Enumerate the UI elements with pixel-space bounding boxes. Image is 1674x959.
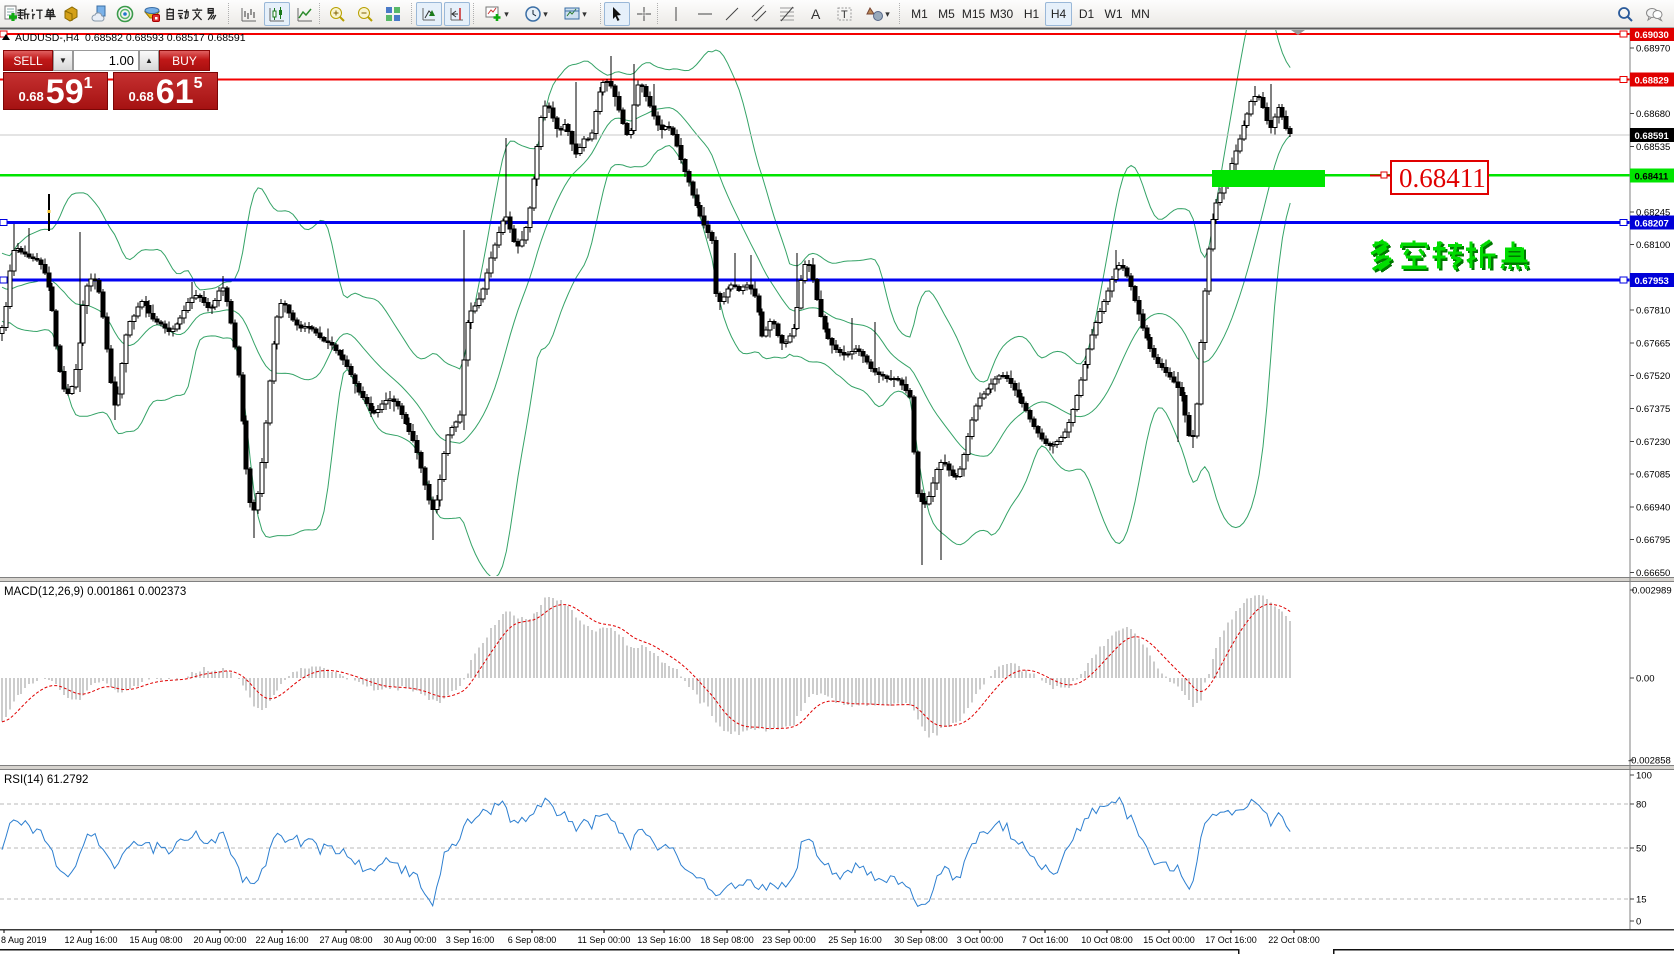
svg-text:0.68245: 0.68245: [1636, 207, 1670, 218]
svg-text:0.67810: 0.67810: [1636, 306, 1670, 317]
svg-text:8 Aug 2019: 8 Aug 2019: [1, 935, 47, 945]
svg-text:23 Sep 00:00: 23 Sep 00:00: [762, 935, 816, 945]
svg-text:3 Oct 00:00: 3 Oct 00:00: [957, 935, 1004, 945]
svg-text:0.68591: 0.68591: [1635, 131, 1670, 142]
svg-text:20 Aug 00:00: 20 Aug 00:00: [193, 935, 246, 945]
svg-text:18 Sep 08:00: 18 Sep 08:00: [700, 935, 754, 945]
svg-text:0.67665: 0.67665: [1636, 339, 1670, 350]
svg-text:AUDUSD-,H4 0.68582 0.68593 0.: AUDUSD-,H4 0.68582 0.68593 0.68517 0.685…: [15, 32, 246, 44]
svg-text:10 Oct 08:00: 10 Oct 08:00: [1081, 935, 1133, 945]
svg-text:0.68829: 0.68829: [1635, 76, 1669, 87]
svg-text:0.67520: 0.67520: [1636, 371, 1670, 382]
svg-text:15 Aug 08:00: 15 Aug 08:00: [129, 935, 182, 945]
svg-text:0.68100: 0.68100: [1636, 240, 1670, 251]
svg-text:0.67085: 0.67085: [1636, 470, 1670, 481]
svg-text:T: T: [841, 9, 848, 21]
svg-text:6 Sep 08:00: 6 Sep 08:00: [508, 935, 557, 945]
svg-text:27 Aug 08:00: 27 Aug 08:00: [319, 935, 372, 945]
svg-text:0.68970: 0.68970: [1636, 44, 1670, 55]
svg-text:A: A: [811, 6, 821, 22]
svg-text:0.69030: 0.69030: [1635, 30, 1669, 41]
svg-text:12 Aug 16:00: 12 Aug 16:00: [64, 935, 117, 945]
svg-text:15 Oct 00:00: 15 Oct 00:00: [1143, 935, 1195, 945]
svg-text:0.00: 0.00: [1636, 674, 1655, 685]
svg-text:0.68535: 0.68535: [1636, 142, 1670, 153]
svg-text:17 Oct 16:00: 17 Oct 16:00: [1205, 935, 1257, 945]
svg-text:22 Aug 16:00: 22 Aug 16:00: [255, 935, 308, 945]
svg-text:0.66650: 0.66650: [1636, 568, 1670, 579]
svg-text:13 Sep 16:00: 13 Sep 16:00: [637, 935, 691, 945]
svg-text:0.68207: 0.68207: [1635, 219, 1669, 230]
svg-text:0.002989: 0.002989: [1632, 586, 1672, 597]
svg-text:7 Oct 16:00: 7 Oct 16:00: [1022, 935, 1069, 945]
svg-text:RSI(14) 61.2792: RSI(14) 61.2792: [4, 774, 88, 786]
svg-text:15: 15: [1636, 895, 1647, 906]
svg-text:0.68680: 0.68680: [1636, 109, 1670, 120]
svg-text:0.68411: 0.68411: [1635, 171, 1670, 182]
svg-text:25 Sep 16:00: 25 Sep 16:00: [828, 935, 882, 945]
svg-text:0.67230: 0.67230: [1636, 437, 1670, 448]
svg-text:-0.002858: -0.002858: [1628, 756, 1671, 767]
svg-text:80: 80: [1636, 800, 1647, 811]
svg-text:30 Sep 08:00: 30 Sep 08:00: [894, 935, 948, 945]
svg-text:0.68411: 0.68411: [1399, 163, 1486, 193]
svg-text:22 Oct 08:00: 22 Oct 08:00: [1268, 935, 1320, 945]
svg-text:0: 0: [1636, 917, 1641, 928]
svg-text:50: 50: [1636, 844, 1647, 855]
svg-text:0.67375: 0.67375: [1636, 404, 1670, 415]
svg-text:30 Aug 00:00: 30 Aug 00:00: [383, 935, 436, 945]
svg-text:MACD(12,26,9) 0.001861 0.00237: MACD(12,26,9) 0.001861 0.002373: [4, 586, 186, 598]
svg-text:0.66940: 0.66940: [1636, 502, 1670, 513]
svg-text:100: 100: [1636, 771, 1652, 782]
svg-text:0.67953: 0.67953: [1635, 276, 1669, 287]
svg-text:11 Sep 00:00: 11 Sep 00:00: [578, 935, 631, 945]
svg-text:0.66795: 0.66795: [1636, 535, 1670, 546]
svg-text:3 Sep 16:00: 3 Sep 16:00: [446, 935, 495, 945]
